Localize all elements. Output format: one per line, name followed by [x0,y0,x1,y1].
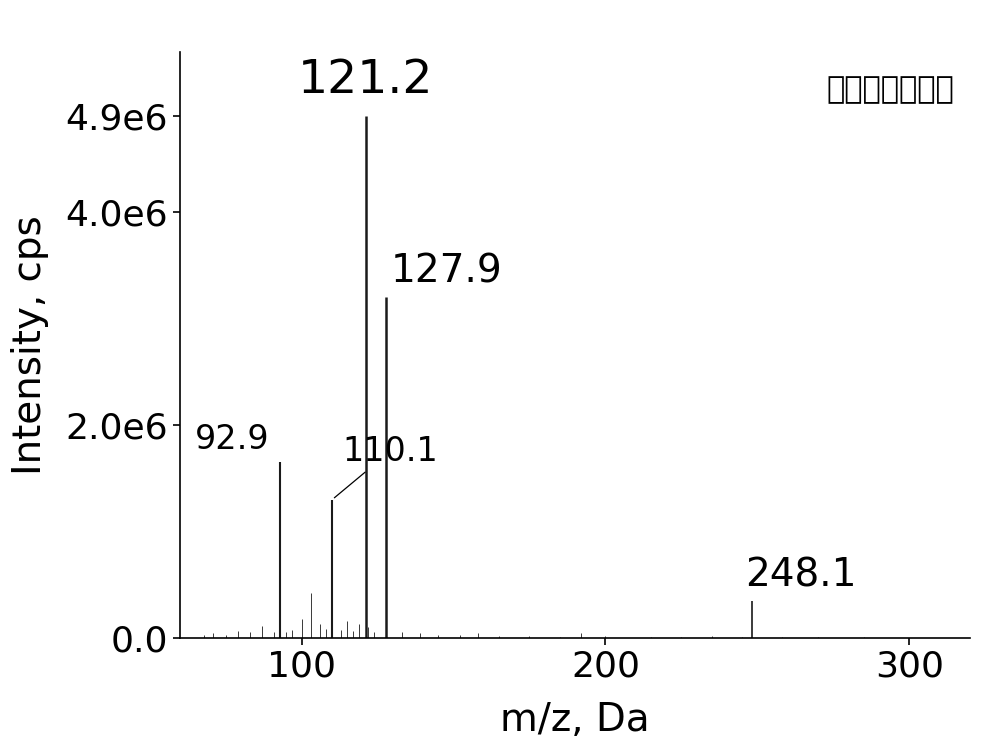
Text: 92.9: 92.9 [195,423,270,456]
Text: 110.1: 110.1 [334,435,438,498]
X-axis label: m/z, Da: m/z, Da [500,700,650,738]
Text: 替硝唠（内标）: 替硝唠（内标） [826,76,954,105]
Y-axis label: Intensity, cps: Intensity, cps [11,215,49,475]
Text: 248.1: 248.1 [745,556,857,594]
Text: 121.2: 121.2 [298,58,434,103]
Text: 127.9: 127.9 [391,253,503,291]
